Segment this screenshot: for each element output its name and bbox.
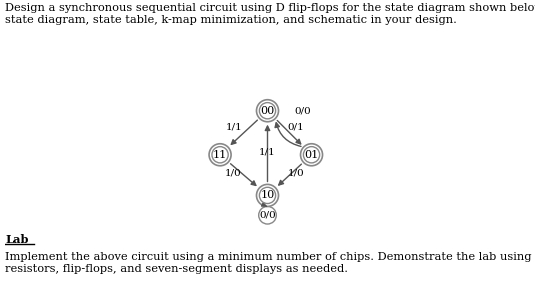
Text: 1/0: 1/0 [288, 169, 304, 178]
FancyArrowPatch shape [265, 126, 270, 182]
FancyArrowPatch shape [262, 203, 267, 206]
FancyArrowPatch shape [279, 164, 301, 185]
Text: Implement the above circuit using a minimum number of chips. Demonstrate the lab: Implement the above circuit using a mini… [5, 252, 535, 274]
Circle shape [303, 147, 320, 163]
Text: 0/1: 0/1 [288, 122, 304, 131]
Circle shape [256, 100, 279, 122]
Circle shape [301, 144, 323, 166]
FancyArrowPatch shape [231, 164, 256, 185]
Text: 11: 11 [213, 150, 227, 160]
Text: Design a synchronous sequential circuit using D flip-flops for the state diagram: Design a synchronous sequential circuit … [5, 3, 535, 25]
Text: 0/0: 0/0 [295, 106, 311, 115]
FancyArrowPatch shape [275, 123, 301, 146]
Text: 00: 00 [261, 106, 274, 116]
Text: 01: 01 [304, 150, 319, 160]
FancyArrowPatch shape [231, 120, 257, 144]
Text: 1/1: 1/1 [259, 148, 276, 157]
Circle shape [212, 147, 228, 163]
Text: 1/1: 1/1 [226, 122, 243, 131]
Circle shape [259, 102, 276, 119]
Circle shape [256, 185, 279, 206]
Text: 1/0: 1/0 [225, 169, 242, 178]
Circle shape [259, 187, 276, 204]
Text: Lab: Lab [5, 234, 29, 245]
Circle shape [209, 144, 231, 166]
FancyArrowPatch shape [277, 121, 301, 144]
Text: 10: 10 [261, 190, 274, 200]
Text: 0/0: 0/0 [259, 211, 276, 220]
